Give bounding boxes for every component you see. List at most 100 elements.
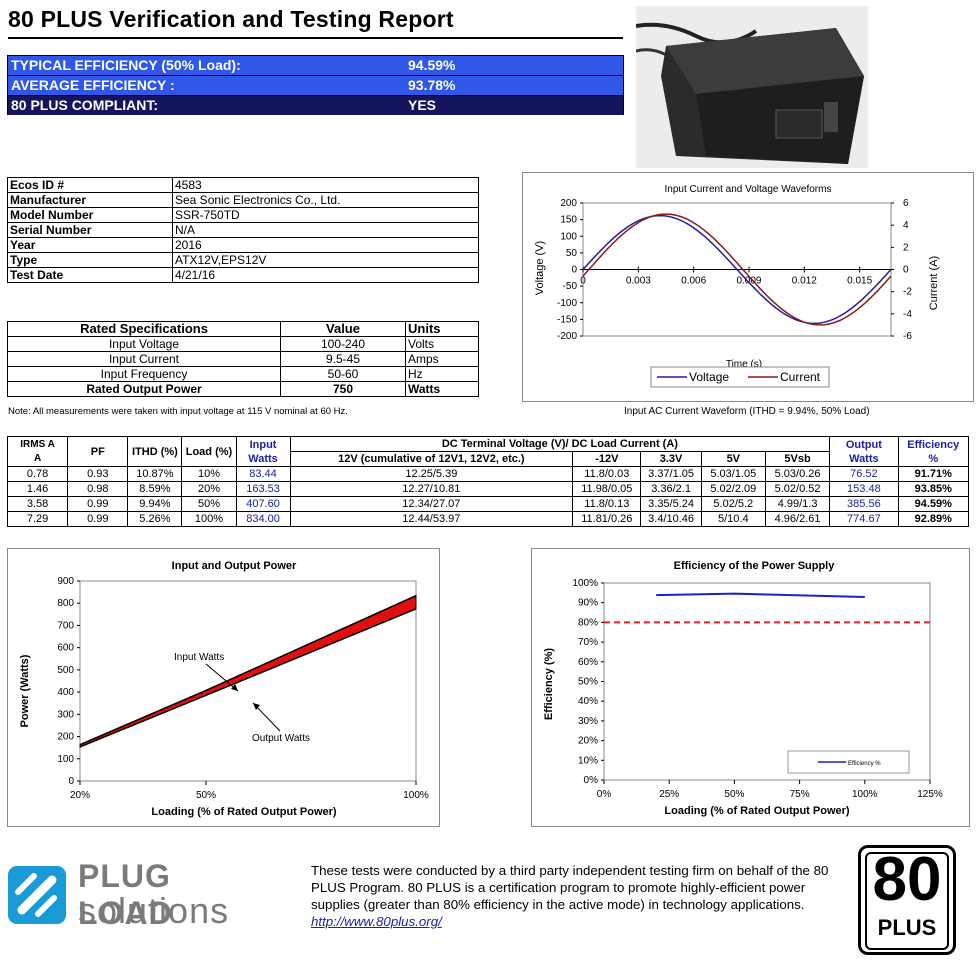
x-tick-label: 0% [597, 789, 612, 800]
header-irms: IRMS A A [6, 436, 69, 467]
series-line-voltage [582, 214, 892, 325]
summary-value: 93.78% [408, 77, 456, 93]
cell-irms: 0.78 [6, 466, 69, 482]
spec-name: Input Voltage [7, 336, 281, 352]
info-value: Sea Sonic Electronics Co., Ltd. [172, 192, 479, 208]
cell-minus12v: 11.8/0.03 [572, 466, 642, 482]
info-key: Manufacturer [7, 192, 173, 208]
info-value: 4583 [172, 177, 479, 193]
spec-header: Rated Specifications [7, 321, 281, 337]
y-tick-label: 80% [578, 617, 598, 628]
x-axis-label: Time (s) [726, 359, 762, 370]
info-row: Type ATX12V,EPS12V [7, 252, 479, 268]
header-efficiency: Efficiency % [897, 436, 970, 467]
cell-5v: 5.03/1.05 [700, 466, 766, 482]
y-tick-label: -150 [557, 314, 577, 325]
cell-pf: 0.99 [67, 496, 129, 512]
cell-3v3: 3.36/2.1 [640, 481, 702, 497]
cell-minus12v: 11.8/0.13 [572, 496, 642, 512]
info-row: Year 2016 [7, 237, 479, 253]
measurement-note: Note: All measurements were taken with i… [8, 406, 348, 417]
plug-load-solutions-logo: PLUG LOAD solutions [8, 858, 270, 932]
footer-link[interactable]: http://www.80plus.org/ [311, 914, 442, 929]
y-tick-label: 200 [560, 198, 577, 209]
y-tick-label: 800 [57, 598, 74, 609]
header-12v: 12V (cumulative of 12V1, 12V2, etc.) [289, 451, 574, 467]
cell-efficiency: 93.85% [897, 481, 970, 497]
summary-row-typical: TYPICAL EFFICIENCY (50% Load): 94.59% [8, 56, 623, 76]
y-tick-label: 40% [578, 696, 598, 707]
y-tick-label: 60% [578, 657, 598, 668]
80-plus-badge: 80 PLUS [858, 845, 956, 955]
waveform-chart: Input Current and Voltage Waveforms 200 1… [522, 172, 974, 402]
spec-header: Value [280, 321, 406, 337]
y-tick-label: 900 [57, 576, 74, 587]
table-row: 0.78 0.93 10.87% 10% 83.44 12.25/5.39 11.8/0.0… [6, 466, 970, 482]
y-tick-label: 150 [560, 215, 577, 226]
y-tick-label: 400 [57, 687, 74, 698]
cell-input: 83.44 [235, 466, 291, 482]
y-tick-label: 90% [578, 598, 598, 609]
cell-input: 407.60 [235, 496, 291, 512]
cell-ithd: 10.87% [127, 466, 183, 482]
logo-line-1: PLUG LOAD [78, 858, 173, 931]
x-tick-label: 0.003 [626, 276, 651, 287]
cell-12v: 12.25/5.39 [289, 466, 574, 482]
y2-axis-label: Current (A) [928, 256, 940, 310]
spec-unit: Watts [405, 381, 479, 397]
cell-load: 100% [181, 511, 237, 527]
info-row: Test Date 4/21/16 [7, 267, 479, 283]
table-row: 1.46 0.98 8.59% 20% 163.53 12.27/10.81 11.98/0… [6, 481, 970, 497]
info-value: 4/21/16 [172, 267, 479, 283]
badge-word: PLUS [877, 915, 937, 940]
footer-text: These tests were conducted by a third pa… [311, 863, 829, 912]
chart-legend: Efficiency % [787, 750, 910, 774]
y-tick-label: 50% [578, 677, 598, 688]
cell-minus12v: 11.98/0.05 [572, 481, 642, 497]
spec-value: 50-60 [280, 366, 406, 382]
cell-12v: 12.34/27.07 [289, 496, 574, 512]
cell-irms: 3.58 [6, 496, 69, 512]
cell-5v: 5.02/2.09 [700, 481, 766, 497]
legend-voltage-label: Voltage [689, 370, 729, 384]
cell-pf: 0.98 [67, 481, 129, 497]
y-tick-label: 200 [57, 732, 74, 743]
summary-label: AVERAGE EFFICIENCY : [11, 77, 175, 93]
plug-icon [8, 866, 66, 924]
y-tick-label: 300 [57, 709, 74, 720]
cell-3v3: 3.4/10.46 [640, 511, 702, 527]
x-tick-label: 20% [70, 790, 90, 801]
table-row: 7.29 0.99 5.26% 100% 834.00 12.44/53.97 11.81/… [6, 511, 970, 527]
product-photo [636, 6, 868, 168]
spec-value: 9.5-45 [280, 351, 406, 367]
header-pf: PF [67, 436, 129, 467]
cell-3v3: 3.35/5.24 [640, 496, 702, 512]
series-line-current [582, 213, 892, 326]
cell-5vsb: 4.96/2.61 [764, 511, 831, 527]
y2-tick-label: 0 [903, 265, 909, 276]
legend-efficiency-label: Efficiency % [848, 761, 881, 767]
title-divider [8, 37, 623, 39]
series-line-efficiency [656, 592, 865, 599]
x-tick-label: 100% [403, 790, 429, 801]
cell-12v: 12.44/53.97 [289, 511, 574, 527]
x-tick-label: 125% [917, 789, 943, 800]
cell-5vsb: 5.03/0.26 [764, 466, 831, 482]
y2-tick-label: -2 [903, 287, 912, 298]
efficiency-summary: TYPICAL EFFICIENCY (50% Load): 94.59% AV… [7, 55, 624, 115]
info-row: Model Number SSR-750TD [7, 207, 479, 223]
header-ithd: ITHD (%) [127, 436, 183, 467]
y-tick-label: 100 [560, 231, 577, 242]
x-tick-label: 0.009 [736, 276, 761, 287]
y-axis-label: Efficiency (%) [543, 648, 555, 720]
y-tick-label: -50 [563, 281, 578, 292]
header-5v: 5V [700, 451, 766, 467]
power-chart: Input and Output Power 0 100 200 300 400 500 6… [7, 548, 440, 827]
y-axis-label: Power (Watts) [19, 654, 31, 727]
y-tick-label: 500 [57, 665, 74, 676]
header-irms-unit: A [33, 452, 42, 464]
cell-input: 834.00 [235, 511, 291, 527]
y-tick-label: 700 [57, 620, 74, 631]
cell-pf: 0.99 [67, 511, 129, 527]
y-tick-label: 10% [578, 755, 598, 766]
